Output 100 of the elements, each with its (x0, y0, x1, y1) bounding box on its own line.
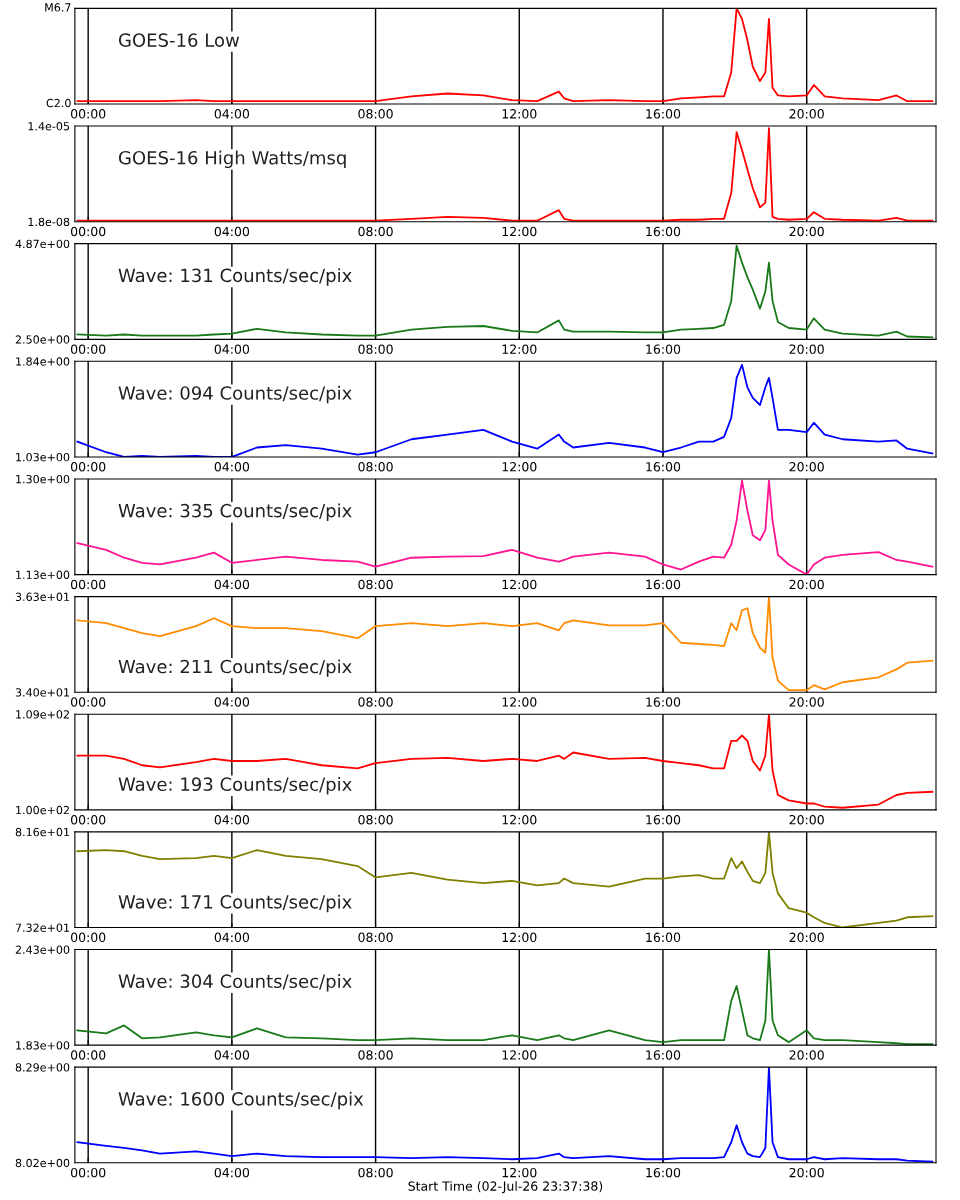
x-tick-label: 20:00 (789, 697, 824, 707)
annotation: Wave: 193 Counts/sec/pix (118, 777, 352, 795)
y-tick-label: 8.16e+01 (15, 827, 69, 837)
text: C2.0 (46, 98, 71, 108)
y-tick-label: 1.30e+00 (16, 474, 70, 484)
x-tick-label: 16:00 (646, 344, 681, 354)
y-tick-label: 2.50e+00 (15, 335, 70, 344)
x-tick-label: 20:00 (789, 579, 824, 590)
x-tick-label: 08:00 (358, 462, 393, 472)
x-tick-label: 04:00 (214, 814, 250, 825)
x-tick-label: 04:00 (214, 109, 250, 119)
x-tick-label: 12:00 (502, 344, 537, 354)
x-tick-label: 12:00 (502, 697, 537, 707)
x-tick-label: 12:00 (502, 462, 537, 472)
line-series (76, 363, 934, 457)
x-tick-label: 04:00 (214, 1167, 250, 1178)
y-tick-label: 1.09e+02 (16, 710, 69, 719)
y-tick-label: 7.32e+01 (15, 923, 69, 932)
x-tick-label: 08:00 (358, 932, 393, 943)
x-tick-label: 00:00 (70, 1050, 106, 1060)
line-series (76, 244, 934, 339)
y-tick-label: 8.29e+00 (15, 1063, 70, 1072)
line-series (76, 596, 934, 692)
annotation: Wave: 304 Counts/sec/pix (118, 974, 352, 992)
x-tick-label: 16:00 (646, 697, 681, 707)
x-tick-label: 08:00 (358, 1050, 393, 1060)
y-tick-label: 1.84e+00 (16, 357, 70, 366)
x-tick-label: 00:00 (70, 344, 106, 354)
x-tick-label: 00:00 (70, 462, 106, 472)
y-tick-label: 1.83e+00 (16, 1041, 70, 1050)
y-tick-label: 1.13e+00 (16, 570, 70, 579)
x-tick-label: 12:00 (502, 1167, 537, 1178)
y-tick-label: 1.4e-05 (28, 122, 70, 131)
text: M6.7 (45, 3, 71, 12)
annotation: Wave: 094 Counts/sec/pix (118, 385, 352, 404)
annotation: Wave: 335 Counts/sec/pix (118, 503, 352, 521)
x-tick-label: 00:00 (70, 109, 106, 119)
annotation: Wave: 131 Counts/sec/pix (118, 268, 352, 286)
x-tick-label: 08:00 (358, 344, 393, 354)
y-tick-label: 2.43e+00 (15, 945, 70, 954)
y-tick-label: 1.00e+02 (16, 805, 69, 815)
x-tick-label: 16:00 (646, 226, 681, 237)
line-series (76, 714, 934, 809)
x-tick-label: 00:00 (70, 697, 106, 707)
annotation: GOES-16 High Watts/msq (118, 150, 346, 169)
x-tick-label: 20:00 (789, 814, 824, 825)
x-tick-label: 20:00 (789, 932, 824, 943)
line-series (76, 949, 934, 1046)
x-tick-label: 08:00 (358, 579, 393, 590)
x-tick-label: 04:00 (214, 462, 250, 472)
x-tick-label: 20:00 (789, 109, 824, 119)
x-tick-label: 20:00 (789, 462, 824, 472)
x-tick-label: 04:00 (214, 1050, 250, 1060)
x-tick-label: 12:00 (502, 932, 537, 943)
x-tick-label: 16:00 (646, 1167, 681, 1178)
x-tick-label: 20:00 (789, 226, 824, 237)
y-tick-label: 4.87e+00 (15, 239, 70, 249)
x-tick-label: 04:00 (214, 697, 250, 707)
x-tick-label: 00:00 (70, 1167, 106, 1178)
annotation: Wave: 171 Counts/sec/pix (118, 894, 352, 913)
y-tick-label: 8.02e+00 (15, 1158, 70, 1168)
x-tick-label: 20:00 (789, 1167, 824, 1178)
x-tick-label: 00:00 (70, 814, 106, 825)
x-axis-title: Start Time (02-Jul-26 23:37:38) (408, 1181, 603, 1194)
x-tick-label: 20:00 (789, 1050, 824, 1060)
x-tick-label: 08:00 (358, 814, 393, 825)
x-tick-label: 08:00 (358, 1167, 393, 1178)
x-tick-label: 04:00 (214, 226, 250, 237)
x-tick-label: 16:00 (646, 1050, 681, 1060)
x-tick-label: 08:00 (358, 697, 393, 707)
line-series (76, 1067, 934, 1163)
x-tick-label: 12:00 (502, 1050, 537, 1060)
x-tick-label: 16:00 (646, 109, 681, 119)
x-tick-label: 00:00 (70, 932, 106, 943)
y-tick-label: 3.63e+01 (15, 592, 69, 601)
x-tick-label: 00:00 (70, 226, 106, 237)
annotation: GOES-16 Low (118, 33, 240, 47)
x-tick-label: 00:00 (70, 579, 106, 590)
x-tick-label: 08:00 (358, 226, 393, 237)
line-series (76, 479, 934, 575)
annotation: Wave: 211 Counts/sec/pix (118, 659, 352, 677)
y-tick-label: 3.40e+01 (15, 688, 69, 697)
y-tick-label: 1.03e+00 (16, 452, 70, 462)
x-tick-label: 08:00 (358, 109, 393, 119)
y-tick-label: 1.8e-08 (28, 217, 70, 227)
x-tick-label: 04:00 (214, 932, 250, 943)
x-tick-label: 12:00 (502, 109, 537, 119)
x-tick-label: 12:00 (502, 579, 537, 590)
x-tick-label: 16:00 (646, 814, 681, 825)
x-tick-label: 04:00 (214, 344, 250, 354)
x-tick-label: 12:00 (502, 814, 537, 825)
x-tick-label: 16:00 (646, 462, 681, 472)
annotation: Wave: 1600 Counts/sec/pix (118, 1091, 364, 1110)
x-tick-label: 12:00 (502, 226, 537, 237)
x-tick-label: 16:00 (646, 932, 681, 943)
line-series (76, 831, 934, 928)
x-tick-label: 20:00 (789, 344, 824, 354)
x-tick-label: 16:00 (646, 579, 681, 590)
line-series (76, 127, 934, 222)
x-tick-label: 04:00 (214, 579, 250, 590)
